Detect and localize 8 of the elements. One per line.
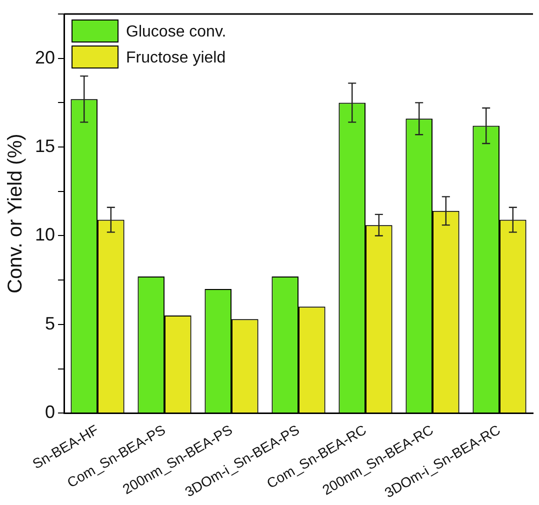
legend-label: Fructose yield [126,49,226,66]
y-tick-label: 10 [34,224,56,245]
y-tick-label: 5 [45,313,56,334]
y-axis-title: Conv. or Yield (%) [4,134,27,294]
y-tick-label: 0 [45,402,56,422]
legend-label: Glucose conv. [126,23,226,40]
y-tick-label: 20 [34,47,56,68]
y-tick-label: 15 [34,136,56,156]
